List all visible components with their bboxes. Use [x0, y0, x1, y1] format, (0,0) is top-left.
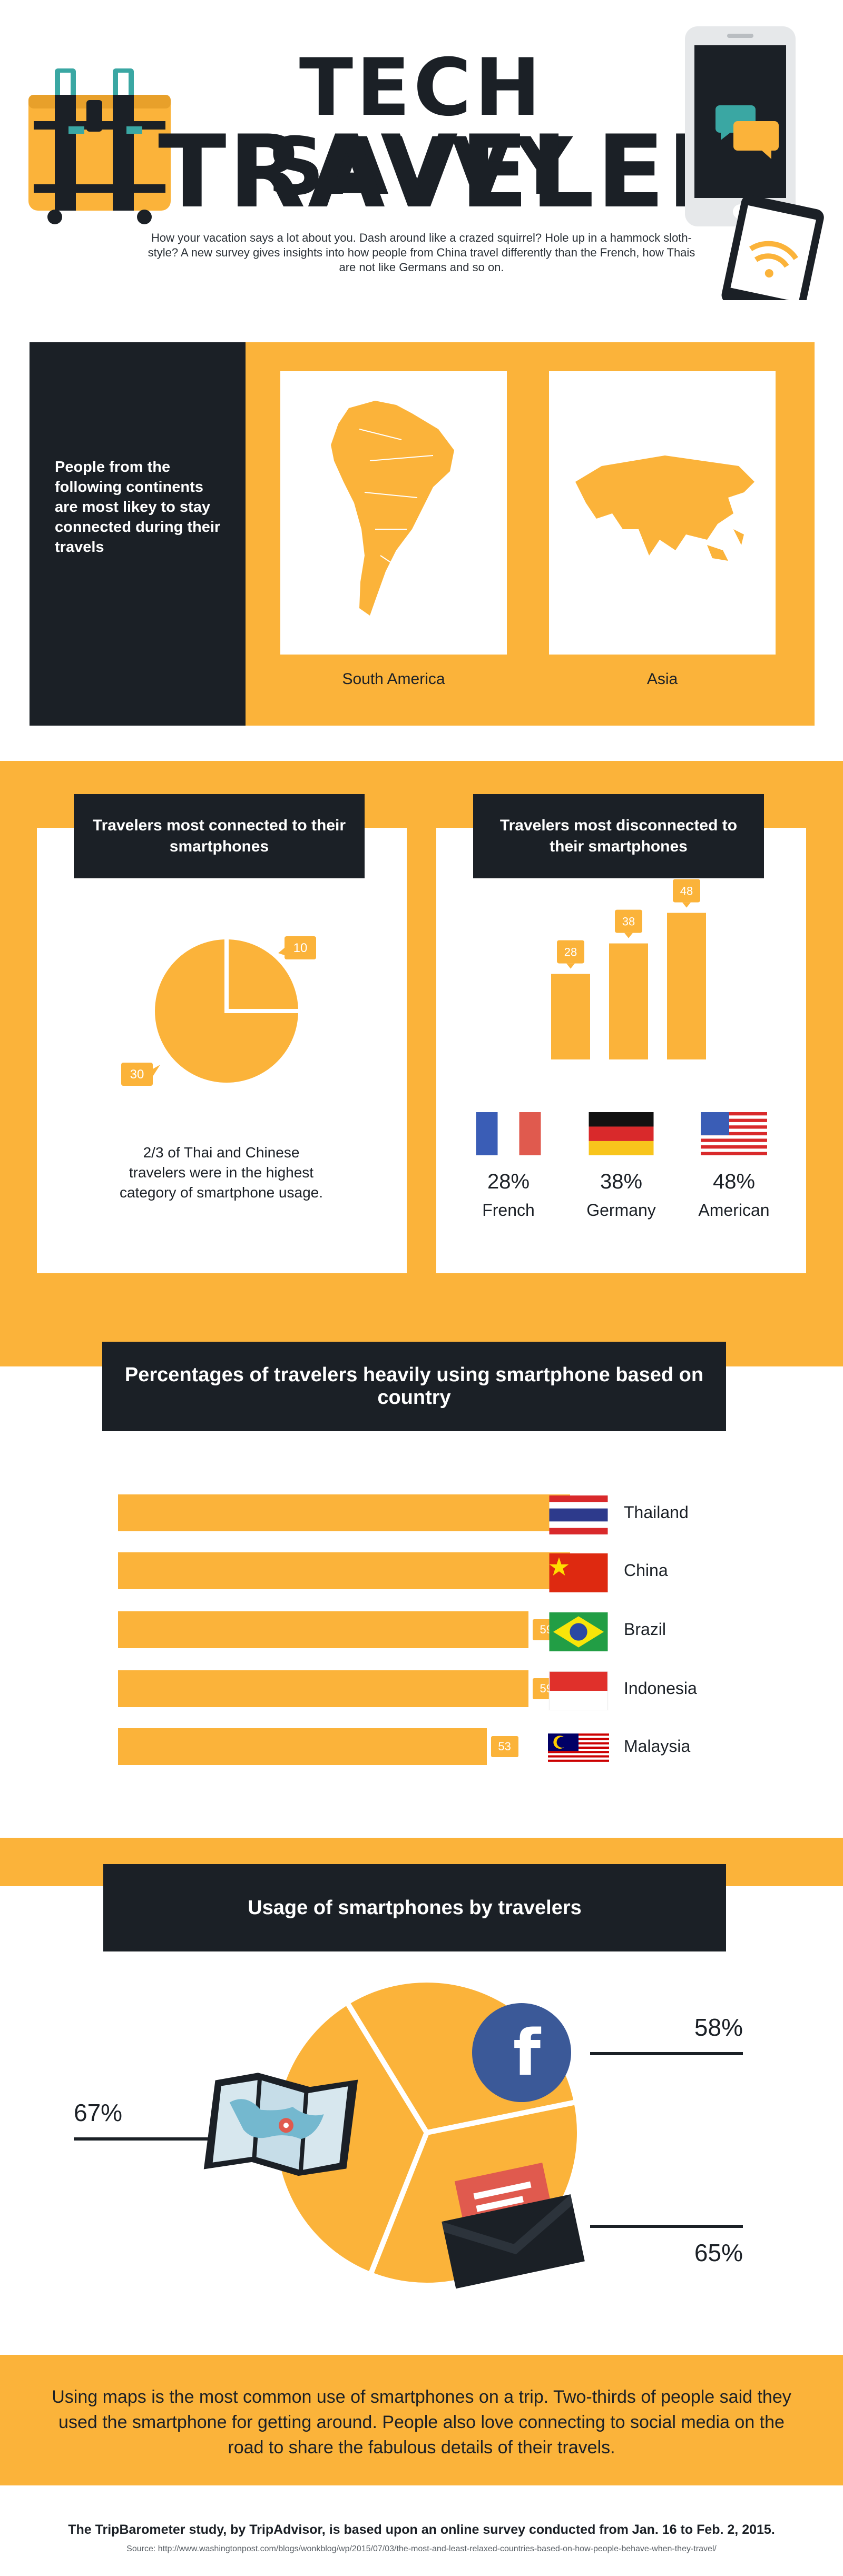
country-name-4: Malaysia	[624, 1737, 691, 1756]
svg-text:48: 48	[680, 885, 693, 898]
brazil-flag-icon	[549, 1612, 608, 1651]
hbar-malaysia	[118, 1728, 487, 1765]
svg-text:f: f	[513, 2017, 542, 2090]
china-flag-icon	[549, 1553, 608, 1592]
usage-heading: Usage of smartphones by travelers	[103, 1864, 726, 1951]
american-pct: 48%	[712, 1170, 756, 1193]
pie-slice-1	[151, 935, 303, 1087]
usage-label-1: 58%	[590, 2014, 743, 2055]
asia-label: Asia	[646, 670, 678, 688]
envelope-icon	[442, 2162, 585, 2289]
germany-flag-icon	[589, 1112, 654, 1155]
usage-pie-chart: 67% 58% 65% f	[74, 1977, 743, 2289]
heavy-usage-heading: Percentages of travelers heavily using s…	[102, 1342, 726, 1431]
french-label: French	[482, 1201, 535, 1220]
bar-label-0: 28	[557, 940, 584, 969]
country-name-1: China	[624, 1561, 668, 1580]
malaysia-flag-icon	[548, 1733, 609, 1764]
hbar-indonesia	[118, 1670, 528, 1707]
south-america-card: South America	[280, 371, 507, 688]
continents-dark-panel	[30, 342, 246, 726]
hbar-brazil	[118, 1611, 528, 1648]
thailand-flag-icon	[549, 1495, 608, 1534]
connected-caption: 2/3 of Thai and Chinese travelers were i…	[119, 1144, 323, 1201]
bar-french	[551, 974, 590, 1059]
hbar-thailand	[118, 1494, 570, 1531]
svg-text:38: 38	[622, 915, 635, 928]
disconnected-heading: Travelers most disconnected to their sma…	[473, 794, 764, 878]
asia-card: Asia	[549, 371, 776, 688]
title-line1: TECH SAVVY	[267, 42, 576, 213]
germany-pct: 38%	[600, 1170, 643, 1193]
svg-text:58%: 58%	[694, 2014, 743, 2041]
country-name-3: Indonesia	[624, 1679, 697, 1698]
usage-label-0: 67%	[74, 2099, 248, 2141]
french-pct: 28%	[487, 1170, 530, 1193]
phone-tablet-icon	[685, 26, 824, 300]
connected-pie-chart: 10 30	[121, 935, 316, 1087]
svg-text:65%: 65%	[694, 2239, 743, 2266]
summary-band	[0, 2355, 843, 2485]
american-label: American	[698, 1201, 770, 1220]
bar-label-1: 38	[615, 909, 642, 938]
source-text: Source: http://www.washingtonpost.com/bl…	[126, 2544, 717, 2553]
intro-text: How your vacation says a lot about you. …	[148, 231, 695, 274]
indonesia-flag-icon	[548, 1671, 609, 1710]
pie-label-1: 30	[121, 1063, 160, 1086]
summary-text: Using maps is the most common use of sma…	[52, 2387, 791, 2458]
bar-american	[667, 913, 706, 1059]
connected-heading: Travelers most connected to their smartp…	[74, 794, 365, 878]
hbar-value-4: 53	[491, 1736, 518, 1757]
svg-text:10: 10	[293, 941, 308, 955]
title-line2: TRAVELER	[158, 114, 747, 230]
country-name-2: Brazil	[624, 1620, 666, 1639]
svg-text:67%: 67%	[74, 2099, 122, 2126]
france-flag-icon	[476, 1112, 541, 1155]
pie-slice-0	[224, 935, 303, 1013]
country-name-0: Thailand	[624, 1503, 689, 1522]
bar-germany	[609, 943, 648, 1059]
svg-text:30: 30	[130, 1067, 144, 1082]
suitcase-icon	[28, 68, 171, 224]
bar-label-2: 48	[673, 879, 700, 908]
germany-label: Germany	[586, 1201, 656, 1220]
asia-map-icon	[575, 455, 754, 561]
usa-flag-icon	[701, 1112, 767, 1155]
continents-text: People from the following continents are…	[55, 459, 221, 556]
south-america-label: South America	[342, 670, 445, 688]
hbar-china	[118, 1552, 570, 1589]
south-america-map-icon	[331, 401, 454, 616]
usage-label-2: 65%	[590, 2225, 743, 2266]
credit-text: The TripBarometer study, by TripAdvisor,…	[68, 2522, 775, 2537]
facebook-icon: f	[472, 2003, 571, 2102]
svg-text:28: 28	[564, 946, 577, 959]
map-icon	[203, 2073, 358, 2176]
pie-label-0: 10	[278, 936, 316, 959]
disconnected-bar-chart: 28 38 48	[551, 879, 706, 1059]
